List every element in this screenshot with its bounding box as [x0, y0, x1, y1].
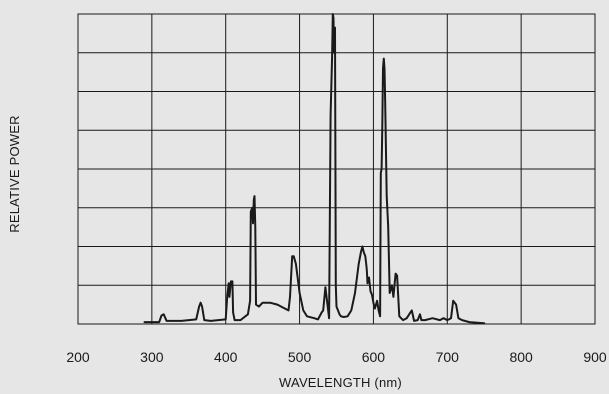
y-axis-title: RELATIVE POWER — [7, 115, 22, 232]
x-axis-title: WAVELENGTH (nm) — [279, 375, 402, 390]
x-tick-label: 500 — [288, 349, 312, 365]
chart-grid — [77, 14, 596, 324]
x-tick-label: 700 — [436, 349, 460, 365]
x-tick-label: 600 — [362, 349, 386, 365]
plot-frame — [77, 13, 596, 325]
series-line-relative-power — [143, 13, 486, 325]
x-axis-ticks: 200 300 400 500 600 700 800 900 — [66, 349, 607, 365]
x-tick-label: 400 — [214, 349, 238, 365]
x-tick-label: 200 — [66, 349, 90, 365]
x-tick-label: 900 — [583, 349, 607, 365]
x-tick-label: 800 — [509, 349, 533, 365]
x-tick-label: 300 — [140, 349, 164, 365]
